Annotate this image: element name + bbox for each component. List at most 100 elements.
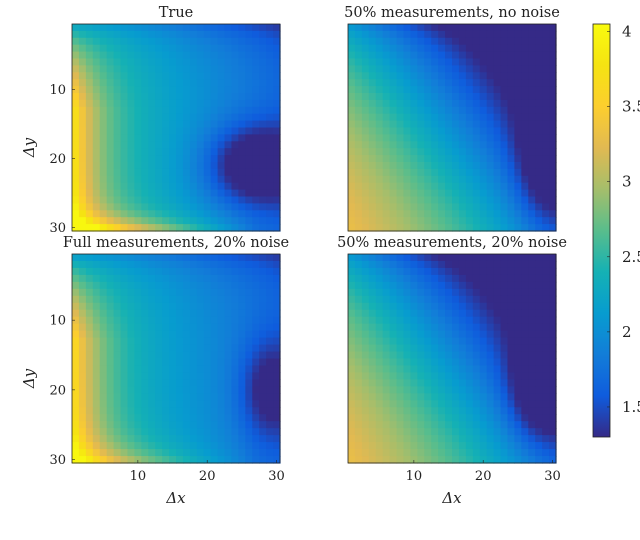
heatmap-cell bbox=[549, 86, 557, 94]
heatmap-cell bbox=[266, 323, 274, 332]
heatmap-cell bbox=[424, 99, 432, 108]
heatmap-cell bbox=[396, 309, 405, 318]
heatmap-cell bbox=[273, 400, 281, 408]
heatmap-cell bbox=[141, 155, 149, 163]
heatmap-cell bbox=[549, 393, 557, 401]
heatmap-cell bbox=[99, 93, 108, 101]
heatmap-cell bbox=[465, 323, 474, 332]
heatmap-cell bbox=[465, 203, 474, 211]
heatmap-cell bbox=[472, 182, 481, 191]
heatmap-cell bbox=[348, 65, 356, 73]
heatmap-cell bbox=[155, 148, 163, 156]
heatmap-cell bbox=[231, 189, 239, 198]
heatmap-cell bbox=[348, 456, 356, 464]
heatmap-cell bbox=[417, 210, 425, 218]
heatmap-cell bbox=[176, 113, 184, 122]
heatmap-cell bbox=[396, 203, 405, 211]
heatmap-cell bbox=[389, 393, 398, 401]
heatmap-cell bbox=[417, 288, 425, 297]
heatmap-cell bbox=[382, 120, 391, 129]
heatmap-cell bbox=[120, 51, 129, 60]
heatmap-cell bbox=[203, 224, 212, 232]
heatmap-cell bbox=[431, 400, 439, 408]
heatmap-cell bbox=[472, 449, 481, 457]
heatmap-cell bbox=[266, 148, 274, 156]
heatmap-cell bbox=[134, 93, 142, 101]
heatmap-cell bbox=[507, 148, 515, 156]
heatmap-cell bbox=[217, 400, 226, 408]
heatmap-cell bbox=[417, 365, 425, 374]
heatmap-cell bbox=[99, 196, 108, 204]
heatmap-cell bbox=[348, 421, 356, 429]
heatmap-cell bbox=[500, 274, 509, 283]
heatmap-cell bbox=[479, 323, 488, 332]
heatmap-cell bbox=[389, 37, 398, 46]
heatmap-cell bbox=[72, 267, 80, 276]
heatmap-cell bbox=[99, 407, 108, 415]
heatmap-cell bbox=[182, 337, 191, 346]
heatmap-cell bbox=[78, 86, 87, 94]
heatmap-cell bbox=[382, 316, 391, 325]
heatmap-cell bbox=[528, 393, 536, 401]
heatmap-cell bbox=[354, 168, 363, 177]
heatmap-cell bbox=[431, 435, 439, 443]
heatmap-cell bbox=[507, 210, 515, 218]
heatmap-cell bbox=[500, 337, 509, 346]
heatmap-cell bbox=[182, 393, 191, 401]
heatmap-cell bbox=[176, 65, 184, 73]
heatmap-cell bbox=[549, 93, 557, 101]
heatmap-cell bbox=[452, 175, 460, 184]
heatmap-cell bbox=[452, 267, 460, 276]
heatmap-cell bbox=[92, 162, 101, 170]
heatmap-cell bbox=[252, 379, 260, 387]
heatmap-cell bbox=[479, 210, 488, 218]
heatmap-cell bbox=[266, 51, 274, 60]
heatmap-cell bbox=[479, 302, 488, 311]
heatmap-cell bbox=[127, 288, 135, 297]
heatmap-cell bbox=[528, 316, 536, 325]
heatmap-cell bbox=[500, 393, 509, 401]
heatmap-cell bbox=[106, 106, 115, 115]
heatmap-cell bbox=[445, 456, 453, 464]
heatmap-cell bbox=[155, 79, 163, 87]
heatmap-cell bbox=[431, 37, 439, 46]
heatmap-cell bbox=[396, 58, 405, 66]
heatmap-cell bbox=[217, 372, 226, 380]
heatmap-cell bbox=[479, 421, 488, 429]
heatmap-cell bbox=[431, 44, 439, 53]
heatmap-cell bbox=[528, 168, 536, 177]
heatmap-cell bbox=[155, 456, 163, 464]
heatmap-cell bbox=[375, 189, 384, 198]
heatmap-cell bbox=[266, 210, 274, 218]
heatmap-cell bbox=[479, 267, 488, 276]
heatmap-cell bbox=[542, 274, 550, 283]
heatmap-cell bbox=[542, 288, 550, 297]
heatmap-cell bbox=[85, 210, 94, 218]
heatmap-cell bbox=[245, 330, 253, 339]
heatmap-cell bbox=[500, 141, 509, 149]
heatmap-cell bbox=[361, 365, 370, 374]
heatmap-cell bbox=[217, 379, 226, 387]
heatmap-cell bbox=[389, 168, 398, 177]
heatmap-cell bbox=[500, 155, 509, 163]
heatmap-cell bbox=[148, 72, 156, 80]
heatmap-cell bbox=[514, 175, 522, 184]
heatmap-cell bbox=[259, 162, 267, 170]
heatmap-cell bbox=[452, 316, 460, 325]
heatmap-cell bbox=[238, 442, 246, 450]
heatmap-cell bbox=[445, 267, 453, 276]
heatmap-cell bbox=[403, 203, 411, 211]
heatmap-cell bbox=[252, 428, 260, 436]
heatmap-cell bbox=[85, 421, 94, 429]
heatmap-cell bbox=[348, 386, 356, 394]
x-tick-label: 10 bbox=[406, 469, 423, 484]
heatmap-cell bbox=[375, 260, 384, 269]
heatmap-cell bbox=[535, 30, 543, 39]
heatmap-cell bbox=[72, 24, 80, 32]
heatmap-cell bbox=[535, 351, 543, 360]
heatmap-cell bbox=[92, 281, 101, 290]
heatmap-cell bbox=[514, 330, 522, 339]
heatmap-cell bbox=[368, 210, 377, 218]
heatmap-cell bbox=[375, 407, 384, 415]
heatmap-cell bbox=[106, 141, 115, 149]
